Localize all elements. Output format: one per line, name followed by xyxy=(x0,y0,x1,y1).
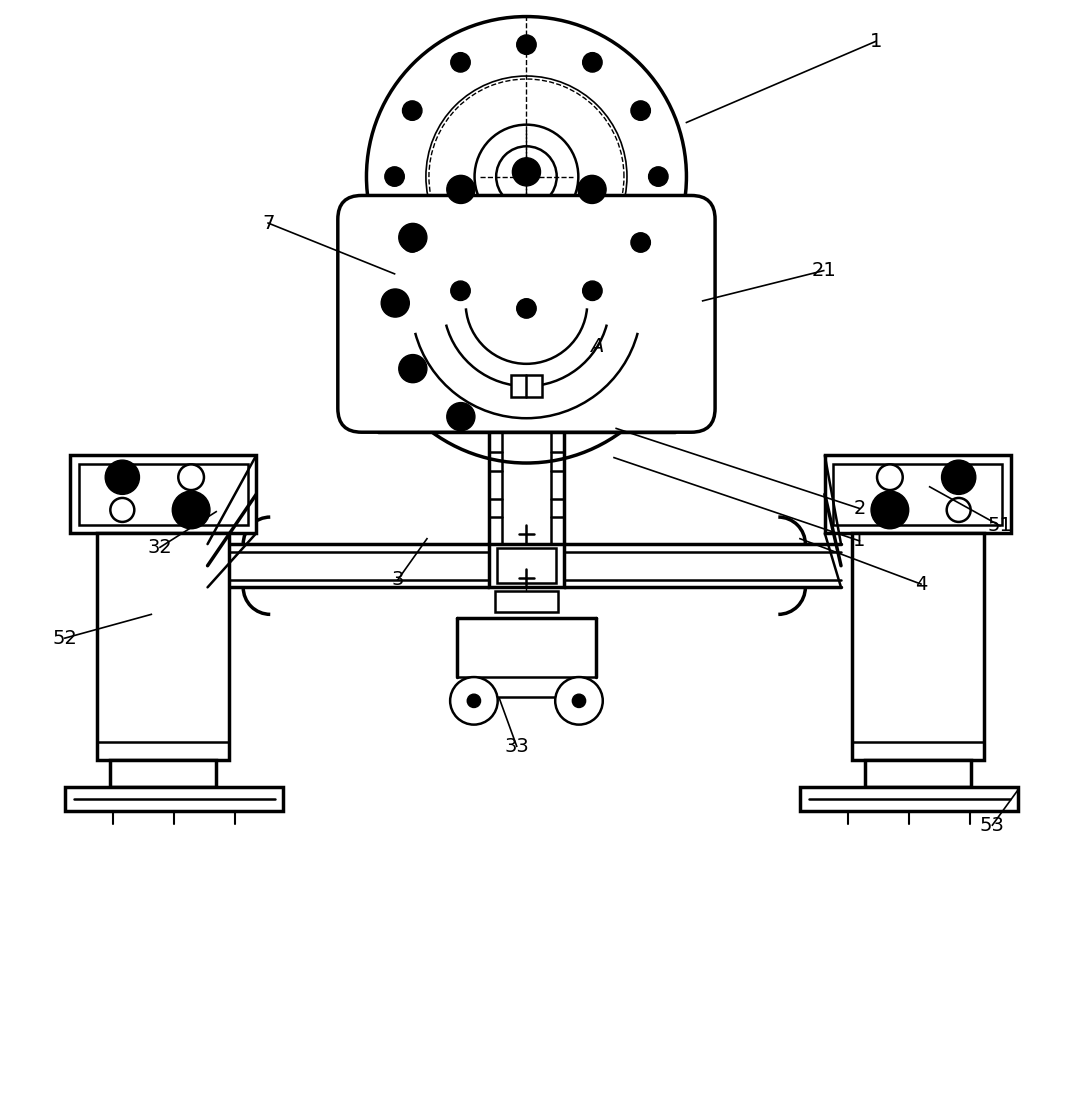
Circle shape xyxy=(399,223,427,252)
Bar xyxy=(800,787,1018,811)
Circle shape xyxy=(426,76,627,277)
Bar xyxy=(511,375,542,397)
Bar xyxy=(79,464,248,524)
Circle shape xyxy=(178,465,204,490)
Circle shape xyxy=(446,176,475,203)
Bar xyxy=(65,787,283,811)
Text: A: A xyxy=(590,336,603,356)
Circle shape xyxy=(649,167,668,187)
Circle shape xyxy=(942,460,976,495)
Circle shape xyxy=(631,101,651,121)
Text: 4: 4 xyxy=(915,575,927,593)
Circle shape xyxy=(556,677,603,724)
Circle shape xyxy=(105,460,139,495)
Circle shape xyxy=(385,167,404,187)
Bar xyxy=(110,761,216,787)
FancyBboxPatch shape xyxy=(337,196,716,432)
Bar xyxy=(489,544,564,587)
Bar xyxy=(852,533,984,761)
Circle shape xyxy=(871,491,909,529)
Bar xyxy=(70,455,256,533)
Text: 1: 1 xyxy=(869,32,882,51)
Circle shape xyxy=(399,355,427,382)
Circle shape xyxy=(451,281,470,300)
Text: 51: 51 xyxy=(987,517,1013,535)
Text: 21: 21 xyxy=(812,262,836,280)
Circle shape xyxy=(366,16,686,336)
Circle shape xyxy=(467,695,481,708)
Text: 33: 33 xyxy=(505,736,529,756)
Circle shape xyxy=(446,402,475,431)
Text: 1: 1 xyxy=(853,531,866,551)
Circle shape xyxy=(475,124,578,229)
Text: 32: 32 xyxy=(148,537,172,557)
Circle shape xyxy=(578,176,606,203)
Bar xyxy=(865,761,971,787)
Circle shape xyxy=(583,281,602,300)
Circle shape xyxy=(631,233,651,253)
Circle shape xyxy=(572,695,586,708)
Circle shape xyxy=(366,143,686,463)
Circle shape xyxy=(450,677,497,724)
Circle shape xyxy=(496,146,557,207)
Circle shape xyxy=(451,53,470,73)
Circle shape xyxy=(512,158,540,186)
Text: 2: 2 xyxy=(853,499,866,518)
Circle shape xyxy=(382,289,410,318)
Text: 53: 53 xyxy=(979,815,1005,834)
Text: 7: 7 xyxy=(262,213,275,233)
Circle shape xyxy=(402,233,422,253)
Circle shape xyxy=(517,35,536,55)
Circle shape xyxy=(583,53,602,73)
Text: 52: 52 xyxy=(52,629,78,647)
Circle shape xyxy=(402,101,422,121)
Circle shape xyxy=(172,491,210,529)
Circle shape xyxy=(110,498,134,522)
Bar xyxy=(97,533,229,761)
Bar xyxy=(497,548,556,582)
Circle shape xyxy=(877,465,903,490)
Circle shape xyxy=(947,498,971,522)
Text: 3: 3 xyxy=(391,570,404,589)
Bar xyxy=(495,590,558,612)
Bar xyxy=(833,464,1002,524)
Circle shape xyxy=(517,299,536,319)
Bar xyxy=(825,455,1011,533)
